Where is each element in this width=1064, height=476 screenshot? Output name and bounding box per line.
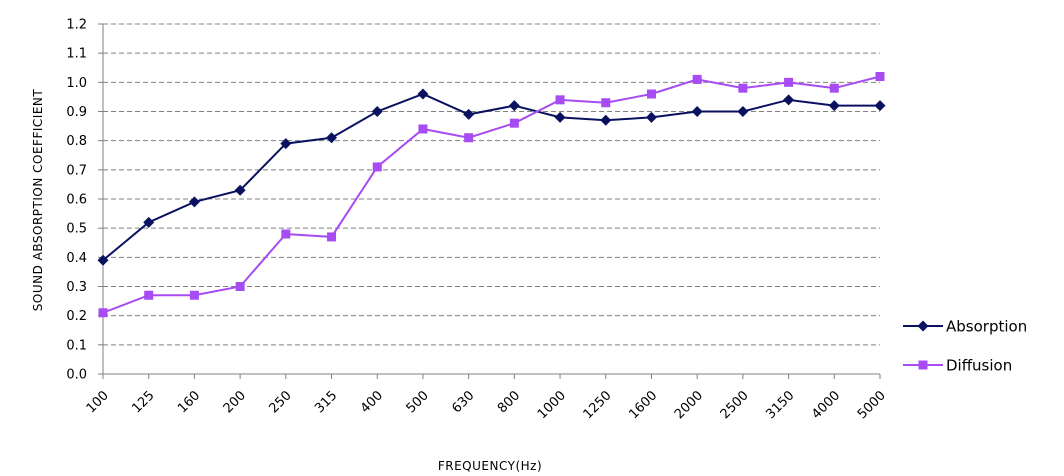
diffusion-point xyxy=(875,72,885,81)
y-tick-label: 0.9 xyxy=(66,105,87,120)
diffusion-point xyxy=(555,95,565,105)
y-tick-label: 0.1 xyxy=(66,338,87,353)
x-tick-labels: 100 125 160 200 250 315 400 500 630 800 1000 1250 16… xyxy=(84,388,889,422)
diffusion-line xyxy=(102,75,881,314)
x-tick-label: 1600 xyxy=(626,388,660,422)
absorption-point xyxy=(371,106,383,117)
diffusion-point xyxy=(418,124,428,134)
x-tick-label: 160 xyxy=(175,388,203,416)
absorption-point xyxy=(188,196,200,208)
absorption-point xyxy=(143,216,155,228)
y-tick-label: 0.7 xyxy=(66,163,87,178)
x-tick-label: 3150 xyxy=(763,388,797,422)
diffusion-point xyxy=(372,162,382,172)
absorption-point xyxy=(508,100,520,112)
absorption-point xyxy=(600,114,612,126)
diffusion-point xyxy=(692,74,702,84)
absorption-point xyxy=(874,100,886,112)
absorption-point xyxy=(326,132,338,144)
diffusion-point xyxy=(235,282,245,291)
absorption-point xyxy=(737,106,749,117)
y-tick-label: 0.4 xyxy=(66,251,87,266)
y-tick-label: 1.1 xyxy=(66,47,87,62)
diffusion-point xyxy=(829,83,839,93)
x-tick-label: 4000 xyxy=(809,388,843,422)
diffusion-point xyxy=(601,98,611,108)
x-tick-label: 200 xyxy=(221,388,249,416)
absorption-point xyxy=(554,111,566,123)
diffusion-legend-label: Diffusion xyxy=(946,357,1012,375)
diffusion-point xyxy=(784,77,794,87)
x-tick-label: 2000 xyxy=(672,388,706,422)
x-tick-label: 125 xyxy=(129,388,157,416)
diffusion-point xyxy=(281,229,291,239)
absorption-point xyxy=(783,94,795,106)
y-tick-label: 0.8 xyxy=(66,134,87,149)
y-tick-label: 0.6 xyxy=(66,193,87,208)
absorption-point xyxy=(463,108,475,120)
y-tick-label: 0.2 xyxy=(66,309,87,324)
series-group xyxy=(97,72,886,318)
x-tick-label: 630 xyxy=(449,388,477,416)
diffusion-point xyxy=(144,290,154,300)
absorption-point xyxy=(234,184,246,196)
x-tick-label: 250 xyxy=(266,388,294,416)
y-axis-title: SOUND ABSORPTION COEFFICIENT xyxy=(31,89,45,312)
x-tick-label: 2500 xyxy=(718,388,752,422)
diffusion-point xyxy=(738,83,748,93)
y-tick-label: 1.0 xyxy=(66,76,87,91)
diffusion-point xyxy=(509,118,519,128)
absorption-point xyxy=(417,88,429,100)
absorption-legend-label: Absorption xyxy=(946,318,1027,336)
absorption-line xyxy=(102,92,880,262)
diffusion-point xyxy=(189,290,199,300)
axes xyxy=(98,23,881,379)
y-tick-label: 0.0 xyxy=(66,368,87,383)
x-tick-label: 5000 xyxy=(855,388,889,422)
y-tick-label: 0.5 xyxy=(66,222,87,237)
absorption-point xyxy=(828,100,840,112)
x-tick-label: 315 xyxy=(312,388,340,416)
x-tick-label: 1250 xyxy=(581,388,615,422)
x-axis-title: FREQUENCY(Hz) xyxy=(438,459,542,473)
absorption-point xyxy=(280,138,292,150)
x-tick-label: 500 xyxy=(404,388,432,416)
gridlines xyxy=(103,23,880,346)
y-tick-label: 1.2 xyxy=(66,18,87,33)
y-tick-label: 0.3 xyxy=(66,280,87,295)
diffusion-point xyxy=(98,308,108,318)
diffusion-point xyxy=(464,133,474,143)
x-tick-label: 800 xyxy=(495,388,523,416)
diffusion-point xyxy=(646,89,656,99)
diffusion-point xyxy=(327,232,337,242)
x-tick-label: 400 xyxy=(358,388,386,416)
x-tick-label: 1000 xyxy=(535,388,569,422)
absorption-legend-marker xyxy=(917,320,929,332)
absorption-point xyxy=(691,106,703,117)
legend: Absorption Diffusion xyxy=(903,318,1027,375)
absorption-point xyxy=(645,111,657,123)
y-tick-labels: 0.0 0.1 0.2 0.3 0.4 0.5 0.6 0.7 0.8 0.9 1.0 1.1 1.2 xyxy=(66,18,87,383)
x-tick-label: 100 xyxy=(84,388,112,416)
absorption-point xyxy=(97,254,109,266)
diffusion-legend-marker xyxy=(918,360,928,370)
